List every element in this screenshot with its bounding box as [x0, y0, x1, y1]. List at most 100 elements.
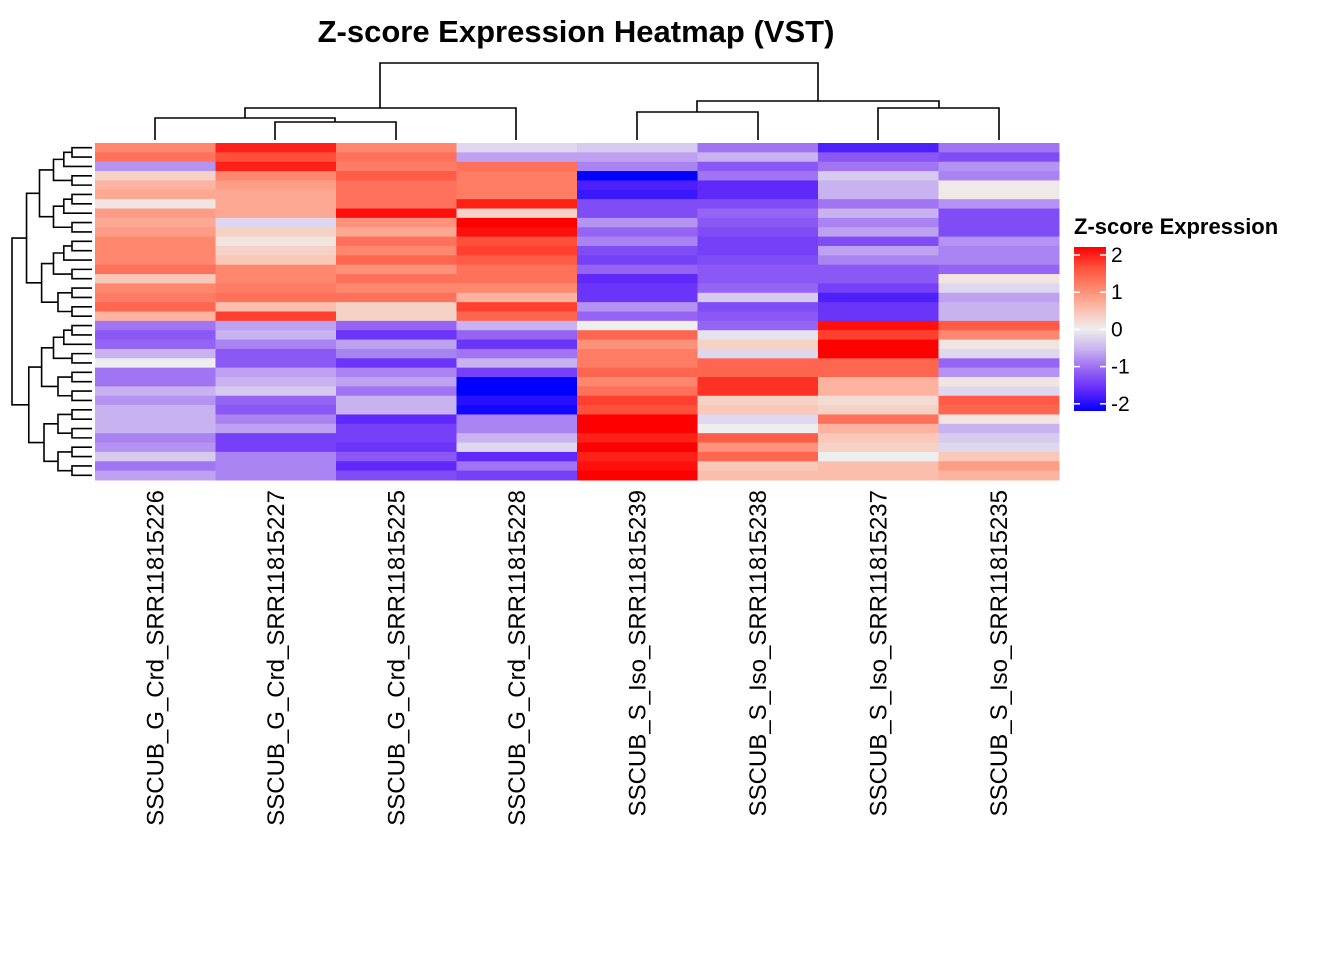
- heatmap-cell: [456, 377, 578, 387]
- heatmap-cell: [456, 264, 578, 275]
- heatmap-cell: [577, 311, 698, 322]
- heatmap-cell: [336, 405, 457, 415]
- heatmap-cell: [95, 161, 216, 172]
- heatmap-cell: [456, 208, 578, 219]
- heatmap-cell: [336, 423, 457, 434]
- heatmap-cell: [818, 302, 939, 312]
- heatmap-cell: [697, 461, 819, 472]
- heatmap-cell: [818, 442, 939, 453]
- heatmap-cell: [818, 386, 939, 397]
- column-labels: SSCUB_G_Crd_SRR11815226 SSCUB_G_Crd_SRR11…: [142, 490, 1013, 826]
- heatmap-cell: [95, 255, 216, 266]
- heatmap-cell: [697, 339, 819, 350]
- row-dendrogram-branch: [71, 306, 92, 317]
- heatmap-cell: [336, 292, 457, 303]
- heatmap-cell: [938, 255, 1060, 266]
- heatmap-cell: [697, 395, 819, 406]
- heatmap-cell: [577, 386, 698, 397]
- heatmap-cell: [215, 461, 337, 472]
- heatmap-cell: [938, 180, 1060, 191]
- heatmap-cell: [577, 171, 698, 181]
- heatmap-cell: [215, 330, 337, 341]
- heatmap-cell: [456, 461, 578, 472]
- heatmap-cell: [456, 386, 578, 397]
- heatmap-cell: [95, 442, 216, 453]
- heatmap-cell: [215, 171, 337, 181]
- legend-tick-label: -2: [1111, 393, 1130, 416]
- heatmap-cell: [336, 358, 457, 369]
- heatmap-cell: [938, 461, 1060, 472]
- heatmap-cell: [215, 451, 337, 462]
- heatmap-cell: [215, 152, 337, 163]
- column-label: SSCUB_S_Iso_SRR11815237: [865, 490, 892, 816]
- heatmap-cell: [336, 330, 457, 341]
- heatmap-cell: [818, 208, 939, 219]
- heatmap-cell: [215, 264, 337, 275]
- heatmap-cell: [456, 302, 578, 312]
- heatmap-cell: [336, 377, 457, 387]
- heatmap-cell: [577, 470, 698, 481]
- heatmap-cell: [215, 274, 337, 284]
- heatmap-cell: [215, 292, 337, 303]
- row-dendrogram-branch: [71, 174, 92, 186]
- heatmap-cell: [215, 143, 337, 153]
- row-dendrogram-branch: [71, 324, 92, 336]
- heatmap-cell: [215, 236, 337, 247]
- row-dendrogram-branch: [57, 451, 72, 472]
- heatmap-cell: [336, 199, 457, 210]
- row-dendrogram: [11, 146, 92, 477]
- heatmap-cell: [456, 470, 578, 481]
- heatmap-cell: [818, 143, 939, 153]
- heatmap-cell: [818, 405, 939, 415]
- heatmap-cell: [456, 320, 578, 331]
- heatmap-cell: [818, 161, 939, 172]
- heatmap-cell: [95, 367, 216, 378]
- heatmap-cell: [456, 217, 578, 228]
- heatmap-cell: [336, 189, 457, 200]
- heatmap-cell: [577, 405, 698, 415]
- heatmap-cell: [697, 442, 819, 453]
- heatmap-cell: [456, 245, 578, 256]
- heatmap-cell: [577, 245, 698, 256]
- row-dendrogram-branch: [11, 237, 29, 406]
- row-dendrogram-branch: [63, 198, 92, 215]
- heatmap-cell: [336, 311, 457, 322]
- row-dendrogram-branch: [63, 245, 92, 261]
- heatmap-cell: [215, 358, 337, 369]
- heatmap-cell: [697, 414, 819, 425]
- legend-tick-label: 2: [1111, 244, 1123, 267]
- row-dendrogram-branch: [71, 446, 92, 458]
- heatmap-cell: [938, 292, 1060, 303]
- heatmap-cell: [95, 208, 216, 219]
- heatmap-cell: [818, 311, 939, 322]
- heatmap-cell: [95, 264, 216, 275]
- heatmap-cell: [95, 461, 216, 472]
- heatmap-cell: [456, 339, 578, 350]
- heatmap-cell: [577, 199, 698, 210]
- heatmap-cell: [818, 395, 939, 406]
- heatmap-cell: [95, 311, 216, 322]
- heatmap-cell: [577, 348, 698, 359]
- heatmap-cell: [818, 470, 939, 481]
- heatmap-cell: [95, 245, 216, 256]
- heatmap-cell: [95, 227, 216, 238]
- heatmap-cell: [818, 255, 939, 266]
- heatmap-cell: [697, 348, 819, 359]
- heatmap-cell: [818, 274, 939, 284]
- heatmap-cell: [336, 470, 457, 481]
- column-label: SSCUB_S_Iso_SRR11815239: [624, 490, 651, 816]
- heatmap-cell: [577, 274, 698, 284]
- heatmap-cell: [577, 367, 698, 378]
- heatmap-cell: [215, 227, 337, 238]
- row-dendrogram-branch: [71, 427, 92, 439]
- heatmap-cell: [697, 274, 819, 284]
- heatmap-cell: [577, 161, 698, 172]
- heatmap-cell: [215, 377, 337, 387]
- heatmap-cell: [456, 433, 578, 444]
- legend-title: Z-score Expression: [1074, 214, 1278, 239]
- heatmap-cell: [456, 236, 578, 247]
- column-dendrogram: [154, 62, 1000, 140]
- heatmap-cell: [336, 283, 457, 294]
- column-label: SSCUB_S_Iso_SRR11815238: [745, 490, 772, 816]
- row-dendrogram-branch: [57, 291, 72, 313]
